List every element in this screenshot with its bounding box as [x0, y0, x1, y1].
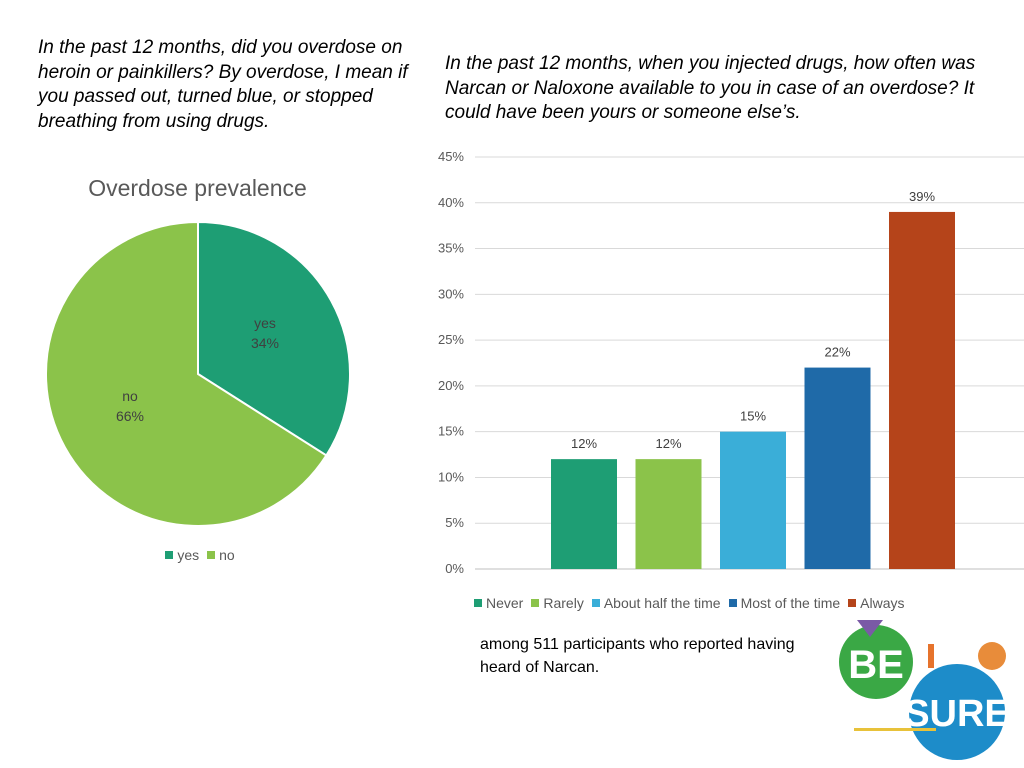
- bar-data-label: 12%: [571, 436, 597, 451]
- logo-text-bottom: SURE: [904, 693, 1010, 735]
- bar-data-label: 39%: [909, 189, 935, 204]
- y-tick-label: 40%: [438, 195, 464, 210]
- y-tick-label: 30%: [438, 286, 464, 301]
- y-tick-label: 15%: [438, 424, 464, 439]
- bar-legend-item-about-half-the-time: About half the time: [591, 595, 721, 611]
- pie-chart: yes 34% no 66%: [45, 220, 351, 527]
- logo-text-top: BE: [848, 643, 904, 687]
- pie-label-category-no: no: [122, 388, 138, 404]
- pie-chart-title: Overdose prevalence: [88, 175, 307, 201]
- legend-swatch: [531, 599, 540, 607]
- legend-label: yes: [177, 547, 200, 563]
- legend-label: Rarely: [543, 595, 584, 611]
- pie-legend-item-yes: yes: [165, 547, 199, 563]
- y-tick-label: 25%: [438, 332, 464, 347]
- question-right: In the past 12 months, when you injected…: [445, 53, 976, 123]
- pie-label-category-yes: yes: [254, 315, 276, 331]
- bar-legend-item-never: Never: [474, 595, 523, 611]
- legend-swatch: [728, 599, 737, 607]
- bar-data-label: 15%: [740, 409, 766, 424]
- legend-swatch: [165, 551, 174, 559]
- pie-label-value-no: 66%: [116, 408, 144, 424]
- y-tick-label: 5%: [445, 515, 464, 530]
- bar-legend: Never Rarely About half the time Most of th…: [474, 595, 913, 611]
- bar-most-of-the-time: [804, 367, 871, 569]
- y-tick-label: 20%: [438, 378, 464, 393]
- y-tick-label: 45%: [438, 149, 464, 164]
- pie-legend: yes no: [0, 547, 400, 563]
- legend-label: Always: [860, 595, 905, 611]
- legend-label: Never: [486, 595, 524, 611]
- pie-label-value-yes: 34%: [251, 335, 279, 351]
- y-tick-label: 10%: [438, 469, 464, 484]
- bar-legend-item-always: Always: [848, 595, 905, 611]
- legend-swatch: [207, 551, 216, 559]
- sample-note: among 511 participants who reported havi…: [480, 636, 795, 676]
- legend-label: Most of the time: [740, 595, 841, 611]
- bar-legend-item-rarely: Rarely: [531, 595, 584, 611]
- bar-rarely: [635, 459, 702, 569]
- y-tick-label: 35%: [438, 241, 464, 256]
- legend-label: About half the time: [603, 595, 721, 611]
- bar-data-label: 22%: [824, 345, 850, 360]
- pie-slice-no: [45, 220, 328, 527]
- pie-legend-item-no: no: [207, 547, 235, 563]
- question-left: In the past 12 months, did you overdose …: [38, 37, 408, 132]
- bar-always: [889, 211, 955, 569]
- bar-data-label: 12%: [655, 436, 681, 451]
- bar-never: [551, 459, 617, 569]
- legend-swatch: [848, 599, 857, 607]
- bar-chart: 0% 5% 10% 15% 20% 25% 30% 35% 40% 45% 12% 12% 15% 22%…: [438, 149, 1024, 576]
- y-tick-label: 0%: [445, 561, 464, 576]
- besure-logo: BE SURE: [839, 620, 1010, 760]
- legend-swatch: [474, 599, 482, 607]
- bar-legend-item-most-of-the-time: Most of the time: [728, 595, 841, 611]
- legend-label: no: [219, 547, 235, 563]
- legend-swatch: [591, 599, 600, 607]
- bar-about-half-the-time: [720, 431, 786, 569]
